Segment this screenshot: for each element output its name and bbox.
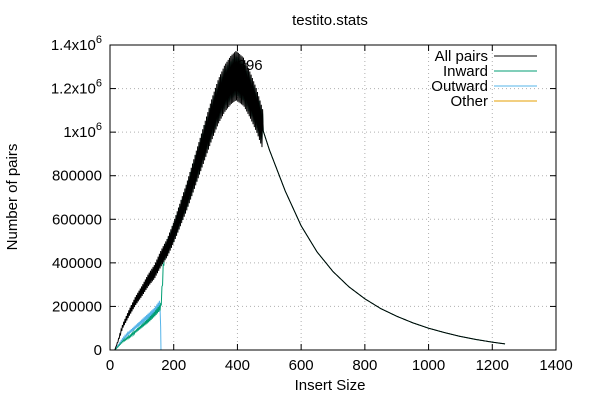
grid-lines [110,45,556,350]
peak-annotation: 396 [238,57,263,74]
y-tick-label-base: 400000 [52,255,102,272]
legend-label: Inward [443,63,488,80]
y-tick-label-base: 1.4x10 [51,37,96,54]
series-line-all-pairs [114,51,506,351]
y-tick-label: 0 [94,342,102,359]
legend-label: Outward [431,78,488,95]
x-tick-label: 600 [289,357,314,374]
x-tick-label: 1400 [539,357,572,374]
axis-ticks: 0 200 400 600 800 1000 1200 1400 0 200000 400000 60… [51,34,573,374]
y-tick-label: 1.2x106 [51,78,102,98]
x-tick-label: 200 [161,357,186,374]
y-tick-label-exponent: 6 [96,34,102,46]
series-layer [114,51,506,351]
y-tick-label-base: 1.2x10 [51,81,96,98]
y-axis-label: Number of pairs [4,144,21,251]
y-tick-label: 1x106 [63,121,102,141]
y-tick-label-base: 200000 [52,298,102,315]
plot-frame [109,44,557,351]
y-tick-label-base: 1x10 [63,124,96,141]
y-tick-label: 1.4x106 [51,34,102,54]
x-tick-label: 1200 [476,357,509,374]
y-tick-label: 800000 [52,168,102,185]
y-tick-label: 200000 [52,298,102,315]
y-tick-label-base: 0 [94,342,102,359]
x-tick-label: 1000 [412,357,445,374]
legend-label: Other [450,93,488,110]
x-tick-label: 800 [352,357,377,374]
chart-title: testito.stats [292,12,368,29]
legend-label: All pairs [435,48,488,65]
y-tick-label-base: 600000 [52,211,102,228]
y-tick-label: 400000 [52,255,102,272]
x-tick-label: 0 [106,357,114,374]
y-tick-label-exponent: 6 [96,78,102,90]
y-tick-label: 600000 [52,211,102,228]
y-tick-label-base: 800000 [52,168,102,185]
x-axis-label: Insert Size [295,377,366,394]
x-tick-label: 400 [225,357,250,374]
y-tick-label-exponent: 6 [96,121,102,133]
